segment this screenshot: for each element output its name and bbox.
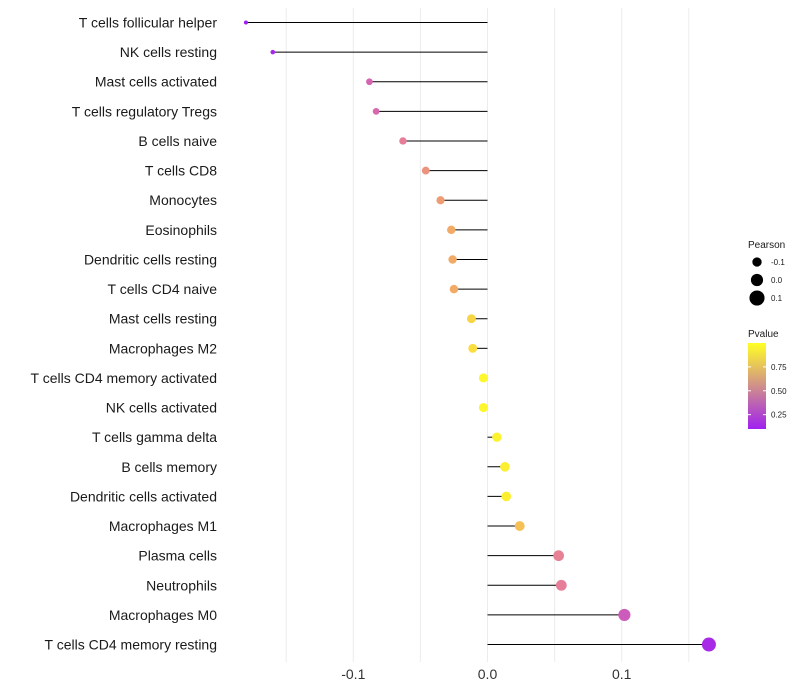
dot-marker xyxy=(447,225,456,235)
category-label: B cells naive xyxy=(138,133,217,149)
size-legend-dot xyxy=(750,273,764,287)
dot-marker xyxy=(399,137,407,145)
category-label: Eosinophils xyxy=(145,222,217,238)
x-tick-label: 0.0 xyxy=(478,666,498,682)
category-label: NK cells activated xyxy=(106,400,217,416)
category-label: T cells CD4 memory activated xyxy=(31,370,217,386)
dot-marker xyxy=(514,521,525,531)
category-label: Monocytes xyxy=(149,192,217,208)
dot-marker xyxy=(555,579,567,591)
dot-marker xyxy=(448,255,457,264)
category-label: T cells CD4 naive xyxy=(108,281,218,297)
dot-marker xyxy=(243,20,248,25)
dot-marker xyxy=(468,343,478,353)
color-legend-label: 0.25 xyxy=(771,411,787,420)
color-legend-label: 0.75 xyxy=(771,363,787,372)
category-label: T cells CD8 xyxy=(145,163,217,179)
grid-lines xyxy=(285,8,690,662)
stems xyxy=(245,22,709,646)
category-labels: T cells follicular helper NK cells restin… xyxy=(31,15,218,653)
dot-marker xyxy=(701,637,716,652)
dot-marker xyxy=(421,166,430,175)
size-legend-label: 0.0 xyxy=(771,276,783,285)
x-tick-label: 0.1 xyxy=(612,666,632,682)
category-label: Mast cells resting xyxy=(109,311,217,327)
dot-marker xyxy=(618,608,631,621)
category-label: T cells CD4 memory resting xyxy=(45,637,217,653)
dot-marker xyxy=(436,196,445,205)
category-label: T cells regulatory Tregs xyxy=(72,103,217,119)
category-label: Macrophages M2 xyxy=(109,340,217,356)
dot-marker xyxy=(449,284,459,294)
dot-marker xyxy=(478,402,489,413)
category-label: Plasma cells xyxy=(138,548,217,564)
dot-marker xyxy=(492,432,502,442)
color-legend-title: Pvalue xyxy=(748,329,779,340)
size-legend-dot xyxy=(749,290,765,306)
category-label: B cells memory xyxy=(121,459,217,475)
category-label: Macrophages M1 xyxy=(109,518,217,534)
dot-marker xyxy=(553,550,565,562)
x-axis-ticks: -0.1 0.0 0.1 xyxy=(341,666,631,682)
size-legend-label: -0.1 xyxy=(771,258,785,267)
dot-marker xyxy=(478,373,489,383)
dot-marker xyxy=(501,491,512,502)
dot-marker xyxy=(466,314,476,324)
category-label: T cells follicular helper xyxy=(79,15,218,31)
dot-marker xyxy=(270,49,276,55)
size-legend: -0.1 0.0 0.1 xyxy=(749,257,785,306)
dots xyxy=(243,20,716,652)
category-label: Macrophages M0 xyxy=(109,607,217,623)
size-legend-title: Pearson xyxy=(748,240,785,251)
dot-marker xyxy=(500,462,510,472)
x-tick-label: -0.1 xyxy=(341,666,365,682)
size-legend-dot xyxy=(752,257,762,267)
legend: Pearson -0.1 0.0 0.1 Pvalue 0.75 0.50 0.25 xyxy=(748,240,787,429)
size-legend-label: 0.1 xyxy=(771,294,783,303)
dot-marker xyxy=(372,107,380,115)
category-label: Mast cells activated xyxy=(95,74,217,90)
category-label: Dendritic cells resting xyxy=(84,251,217,267)
category-label: T cells gamma delta xyxy=(92,429,217,445)
color-legend-label: 0.50 xyxy=(771,387,787,396)
color-legend-ticks: 0.75 0.50 0.25 xyxy=(748,363,787,420)
dot-marker xyxy=(366,78,373,86)
category-label: Neutrophils xyxy=(146,577,217,593)
category-label: NK cells resting xyxy=(120,44,217,60)
color-legend-bar xyxy=(748,343,766,429)
category-label: Dendritic cells activated xyxy=(70,488,217,504)
